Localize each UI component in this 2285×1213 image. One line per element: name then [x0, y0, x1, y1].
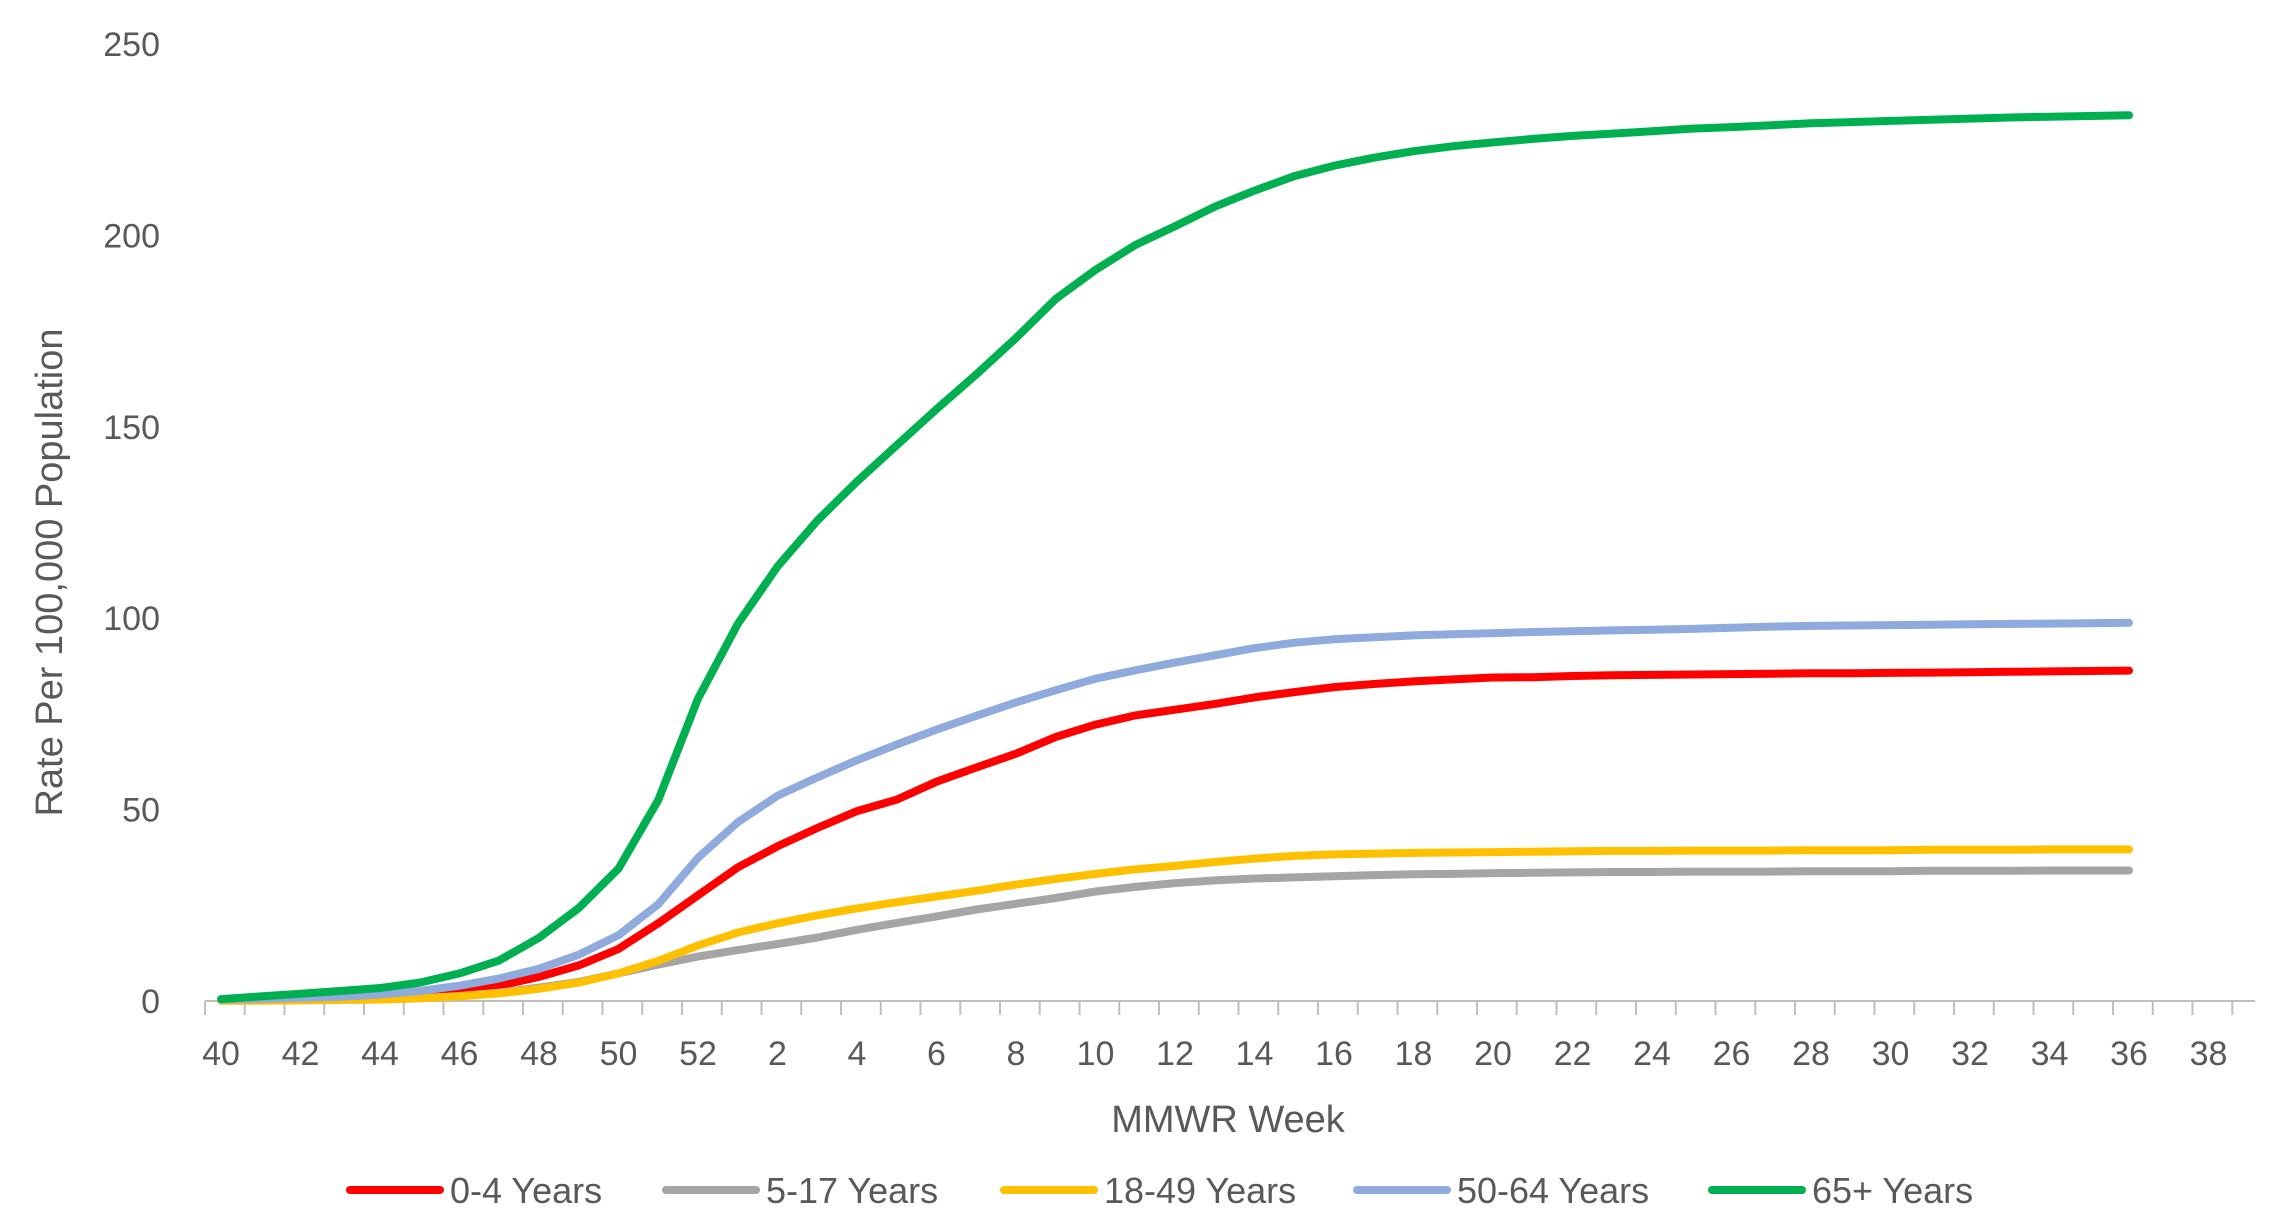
y-tick-label: 200: [103, 217, 160, 255]
y-tick-label: 0: [141, 983, 160, 1021]
series-lines: [217, 111, 2133, 1005]
x-tick-label: 40: [202, 1035, 240, 1073]
x-tick-label: 22: [1554, 1035, 1592, 1073]
y-tick-label: 150: [103, 409, 160, 447]
y-axis-ticks: 0 50 100 150 200 250: [103, 26, 160, 1021]
x-tick-label: 30: [1872, 1035, 1910, 1073]
legend-label: 18-49 Years: [1104, 1170, 1296, 1211]
legend-item: 18-49 Years: [1000, 1170, 1296, 1211]
legend-item: 65+ Years: [1708, 1170, 1973, 1211]
legend-item: 5-17 Years: [662, 1170, 938, 1211]
legend-label: 50-64 Years: [1457, 1170, 1649, 1211]
series-line-18-49-years: [217, 845, 2133, 1005]
x-tick-label: 8: [1007, 1035, 1026, 1073]
x-tick-label: 48: [520, 1035, 558, 1073]
series-line-0-4-years: [217, 666, 2133, 1004]
x-tick-label: 20: [1474, 1035, 1512, 1073]
x-tick-label: 46: [441, 1035, 479, 1073]
x-tick-label: 50: [600, 1035, 638, 1073]
x-tick-label: 36: [2110, 1035, 2148, 1073]
x-tick-label: 52: [679, 1035, 717, 1073]
x-tick-label: 10: [1077, 1035, 1115, 1073]
x-tick-label: 6: [927, 1035, 946, 1073]
x-tick-label: 2: [768, 1035, 787, 1073]
legend: 0-4 Years 5-17 Years 18-49 Years 50-64 Year…: [346, 1170, 1973, 1211]
y-tick-label: 50: [122, 792, 160, 830]
x-tick-label: 4: [848, 1035, 867, 1073]
y-axis-title: Rate Per 100,000 Population: [29, 328, 71, 816]
legend-label: 65+ Years: [1812, 1170, 1973, 1211]
x-tick-label: 34: [2031, 1035, 2069, 1073]
legend-item: 0-4 Years: [346, 1170, 602, 1211]
x-tick-label: 44: [361, 1035, 399, 1073]
x-axis-title: MMWR Week: [1111, 1099, 1346, 1141]
x-tick-label: 32: [1951, 1035, 1989, 1073]
x-tick-label: 42: [282, 1035, 320, 1073]
legend-label: 0-4 Years: [450, 1170, 602, 1211]
y-tick-label: 250: [103, 26, 160, 64]
series-line-50-64-years: [217, 618, 2133, 1004]
legend-item: 50-64 Years: [1353, 1170, 1649, 1211]
y-tick-label: 100: [103, 600, 160, 638]
x-tick-label: 14: [1236, 1035, 1274, 1073]
x-tick-label: 24: [1633, 1035, 1671, 1073]
x-tick-label: 38: [2190, 1035, 2228, 1073]
x-tick-label: 26: [1713, 1035, 1751, 1073]
x-tick-label: 16: [1315, 1035, 1353, 1073]
x-axis: 40 42 44 46 48 50 52 2 4 6 8 10 12 14 16 18 20 22 24 26 28 30…: [202, 1000, 2255, 1073]
x-tick-label: 18: [1395, 1035, 1433, 1073]
series-line-65-years: [217, 111, 2133, 1004]
x-tick-label: 12: [1156, 1035, 1194, 1073]
legend-label: 5-17 Years: [766, 1170, 938, 1211]
x-tick-label: 28: [1792, 1035, 1830, 1073]
